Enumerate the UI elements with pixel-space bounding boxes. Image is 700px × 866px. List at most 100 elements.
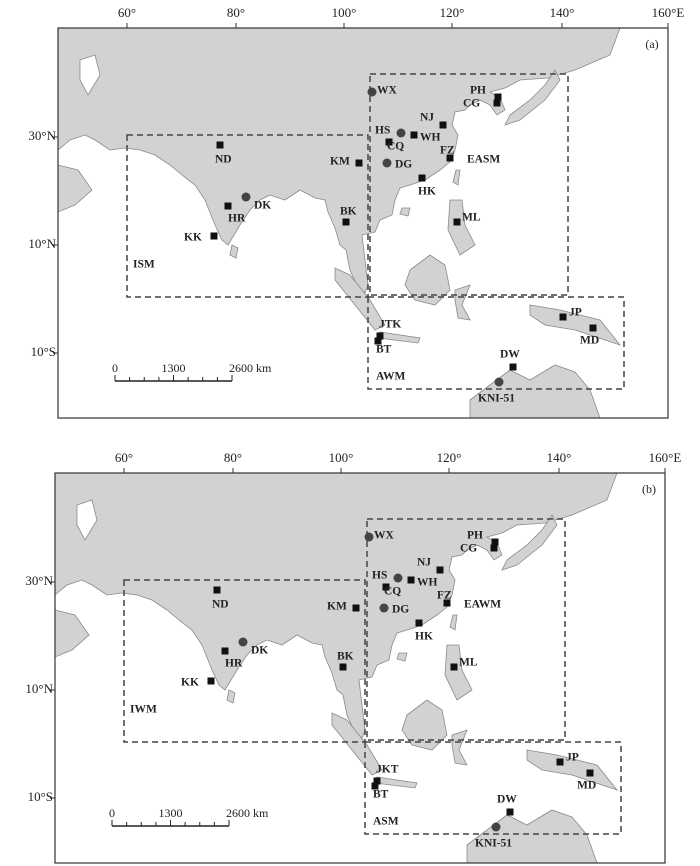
site-marker xyxy=(355,159,363,167)
site-marker xyxy=(494,377,504,387)
site-label: HK xyxy=(415,631,433,643)
land xyxy=(454,284,471,321)
region-label: EAWM xyxy=(464,599,501,611)
site-marker xyxy=(221,647,229,655)
x-tick-label: 80° xyxy=(224,450,242,465)
site-label: KM xyxy=(330,156,350,168)
site-marker xyxy=(493,99,501,107)
site-label: BK xyxy=(337,651,354,663)
scale-label: 0 xyxy=(109,806,115,820)
land xyxy=(501,514,558,571)
x-tick-label: 100° xyxy=(329,450,354,465)
site-label: KK xyxy=(181,677,199,689)
site-label: CG xyxy=(463,98,480,110)
map-panel: 60° 80° 100° 120° 140° 160°E 30°N 10°N 10°S ISM EA… xyxy=(28,5,685,419)
site-marker xyxy=(491,822,501,832)
site-label: BT xyxy=(373,789,389,801)
x-tick-label: 140° xyxy=(550,5,575,20)
x-tick-label: 60° xyxy=(118,5,136,20)
map-frame xyxy=(57,27,669,419)
site-marker xyxy=(371,782,379,790)
site-label: JP xyxy=(566,752,579,764)
site-label: PH xyxy=(467,530,483,542)
site-marker xyxy=(506,808,514,816)
site-label: KM xyxy=(327,601,347,613)
land xyxy=(331,712,383,776)
site-marker xyxy=(376,332,384,340)
y-tick-label: 10°N xyxy=(28,236,56,251)
region-box xyxy=(126,134,369,298)
site-marker xyxy=(559,313,567,321)
site-marker xyxy=(443,599,451,607)
site-label: PH xyxy=(470,85,486,97)
region-label: AWM xyxy=(376,371,406,383)
site-label: MD xyxy=(580,335,599,347)
site-marker xyxy=(410,131,418,139)
site-marker xyxy=(352,604,360,612)
site-label: WH xyxy=(420,132,441,144)
site-marker xyxy=(393,573,403,583)
y-tick-label: 10°N xyxy=(25,681,53,696)
site-label: NJ xyxy=(420,112,434,124)
site-label: CQ xyxy=(387,141,404,153)
land xyxy=(504,69,561,126)
site-label: WX xyxy=(374,530,395,542)
site-label: DW xyxy=(497,794,517,806)
site-label: JP xyxy=(569,307,582,319)
site-marker xyxy=(396,128,406,138)
land xyxy=(449,614,458,631)
site-marker xyxy=(213,586,221,594)
site-marker xyxy=(207,677,215,685)
land xyxy=(55,609,90,658)
site-marker xyxy=(224,202,232,210)
site-label: DG xyxy=(395,159,412,171)
land xyxy=(396,652,408,662)
lake xyxy=(76,499,98,541)
x-tick-label: 80° xyxy=(227,5,245,20)
land xyxy=(334,267,386,331)
land xyxy=(452,169,461,186)
land xyxy=(55,473,618,739)
land xyxy=(399,207,411,217)
site-label: FZ xyxy=(437,590,452,602)
site-label: ND xyxy=(212,599,229,611)
site-label: HS xyxy=(372,570,387,582)
site-marker xyxy=(436,566,444,574)
map-panel: 60° 80° 100° 120° 140° 160°E 30°N 10°N 10°S IWM EA… xyxy=(25,450,681,864)
site-marker xyxy=(342,218,350,226)
region-box xyxy=(367,296,625,390)
scale-label: 1300 xyxy=(162,361,186,375)
land xyxy=(229,244,239,259)
site-label: JKT xyxy=(376,764,399,776)
x-tick-label: 100° xyxy=(332,5,357,20)
site-label: BT xyxy=(376,344,392,356)
y-tick-label: 30°N xyxy=(28,128,56,143)
site-label: HR xyxy=(228,213,246,225)
site-marker xyxy=(379,603,389,613)
x-tick-label: 160°E xyxy=(652,5,685,20)
scale-label: 0 xyxy=(112,361,118,375)
panel-label: (a) xyxy=(645,37,658,51)
region-box xyxy=(123,579,366,743)
site-marker xyxy=(453,218,461,226)
site-marker xyxy=(382,583,390,591)
site-marker xyxy=(556,758,564,766)
site-marker xyxy=(491,538,499,546)
site-label: WH xyxy=(417,577,438,589)
site-marker xyxy=(210,232,218,240)
site-marker xyxy=(241,192,251,202)
y-tick-label: 10°S xyxy=(31,344,56,359)
land xyxy=(447,199,476,256)
site-marker xyxy=(418,174,426,182)
site-marker xyxy=(382,158,392,168)
lake xyxy=(79,54,101,96)
site-label: DK xyxy=(254,200,271,212)
site-label: HK xyxy=(418,186,436,198)
scale-label: 1300 xyxy=(159,806,183,820)
site-label: CG xyxy=(460,543,477,555)
site-marker xyxy=(367,87,377,97)
site-label: BK xyxy=(340,206,357,218)
land xyxy=(226,689,236,704)
region-label: ASM xyxy=(373,816,399,828)
land xyxy=(444,644,473,701)
